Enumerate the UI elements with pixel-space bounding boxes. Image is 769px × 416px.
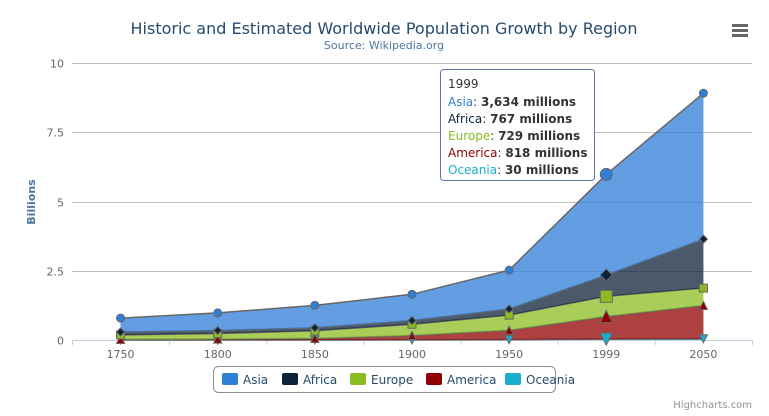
tooltip-row: Europe: 729 millions bbox=[448, 129, 580, 143]
x-tick-label: 1850 bbox=[301, 348, 329, 361]
data-point-america[interactable] bbox=[698, 300, 709, 310]
legend-label: Europe bbox=[371, 373, 413, 387]
data-point-oceania[interactable] bbox=[698, 334, 709, 344]
data-point-europe[interactable] bbox=[698, 283, 708, 293]
tooltip-series-name: America bbox=[448, 146, 498, 160]
x-tick-label: 1750 bbox=[107, 348, 135, 361]
tooltip-row: Africa: 767 millions bbox=[448, 112, 572, 126]
y-tick-label: 7.5 bbox=[47, 127, 65, 140]
tooltip-row: America: 818 millions bbox=[448, 146, 587, 160]
legend-swatch bbox=[350, 373, 366, 385]
chart-title: Historic and Estimated Worldwide Populat… bbox=[131, 19, 638, 38]
tooltip-series-name: Oceania bbox=[448, 163, 497, 177]
tooltip-series-name: Asia bbox=[448, 95, 473, 109]
data-point-asia[interactable] bbox=[407, 289, 417, 299]
data-point-africa[interactable] bbox=[698, 234, 709, 244]
tooltip-series-name: Africa bbox=[448, 112, 482, 126]
data-point-africa[interactable] bbox=[115, 327, 126, 337]
legend-item-asia[interactable]: Asia bbox=[222, 373, 268, 387]
data-point-europe[interactable] bbox=[599, 289, 613, 303]
x-tick-label: 2050 bbox=[689, 348, 717, 361]
legend-label: America bbox=[447, 373, 497, 387]
tooltip-header: 1999 bbox=[448, 77, 479, 91]
data-point-africa[interactable] bbox=[599, 268, 613, 282]
y-tick-label: 10 bbox=[50, 58, 64, 71]
data-point-america[interactable] bbox=[212, 333, 223, 344]
tooltip-value: 30 millions bbox=[505, 163, 579, 177]
y-axis-title: Billions bbox=[25, 179, 38, 225]
area-asia[interactable] bbox=[120, 93, 704, 332]
data-point-africa[interactable] bbox=[310, 323, 320, 333]
data-point-africa[interactable] bbox=[213, 325, 223, 336]
menu-button[interactable] bbox=[728, 18, 752, 40]
data-point-america[interactable] bbox=[504, 325, 514, 335]
legend-item-europe[interactable]: Europe bbox=[350, 373, 413, 387]
legend-item-africa[interactable]: Africa bbox=[282, 373, 337, 387]
legend-swatch bbox=[505, 373, 521, 385]
x-tick-label: 1900 bbox=[398, 348, 426, 361]
data-point-america[interactable] bbox=[407, 330, 417, 341]
x-tick-label: 1950 bbox=[495, 348, 523, 361]
tooltip-row: Asia: 3,634 millions bbox=[448, 95, 576, 109]
data-point-asia[interactable] bbox=[213, 308, 223, 318]
y-tick-label: 0 bbox=[57, 335, 64, 348]
legend-item-oceania[interactable]: Oceania bbox=[505, 373, 575, 387]
tooltip-row: Oceania: 30 millions bbox=[448, 163, 579, 177]
data-point-asia[interactable] bbox=[698, 88, 708, 98]
area-america[interactable] bbox=[120, 305, 704, 340]
chart-subtitle: Source: Wikipedia.org bbox=[324, 39, 444, 52]
area-africa[interactable] bbox=[120, 239, 704, 335]
tooltip-value: 818 millions bbox=[505, 146, 587, 160]
legend-label: Asia bbox=[243, 373, 268, 387]
legend-label: Oceania bbox=[526, 373, 575, 387]
credits-link[interactable]: Highcharts.com bbox=[673, 400, 752, 411]
y-tick-label: 5 bbox=[57, 197, 64, 210]
tooltip-value: 3,634 millions bbox=[481, 95, 576, 109]
data-point-africa[interactable] bbox=[504, 304, 514, 314]
data-point-asia[interactable] bbox=[310, 300, 320, 310]
tooltip-series-name: Europe bbox=[448, 129, 490, 143]
data-point-america[interactable] bbox=[310, 333, 320, 343]
tooltip-value: 767 millions bbox=[490, 112, 572, 126]
data-point-america[interactable] bbox=[599, 309, 614, 324]
legend: Asia Africa Europe America Oceania bbox=[213, 366, 575, 393]
data-point-africa[interactable] bbox=[407, 315, 417, 326]
legend-swatch bbox=[426, 373, 442, 385]
data-point-oceania[interactable] bbox=[599, 332, 614, 347]
legend-swatch bbox=[282, 373, 298, 385]
data-point-oceania[interactable] bbox=[504, 335, 514, 345]
legend-label: Africa bbox=[303, 373, 337, 387]
hamburger-icon bbox=[732, 24, 748, 37]
tooltip-value: 729 millions bbox=[498, 129, 580, 143]
data-point-america[interactable] bbox=[115, 334, 126, 344]
data-point-asia[interactable] bbox=[116, 313, 126, 323]
legend-swatch bbox=[222, 373, 238, 385]
data-point-asia[interactable] bbox=[504, 265, 514, 275]
legend-item-america[interactable]: America bbox=[426, 373, 497, 387]
x-tick-label: 1999 bbox=[592, 348, 620, 361]
tooltip: 1999 Asia: 3,634 millions Africa: 767 mil… bbox=[440, 69, 595, 181]
data-point-asia[interactable] bbox=[599, 167, 613, 181]
x-tick-label: 1800 bbox=[204, 348, 232, 361]
y-tick-label: 2.5 bbox=[47, 266, 65, 279]
